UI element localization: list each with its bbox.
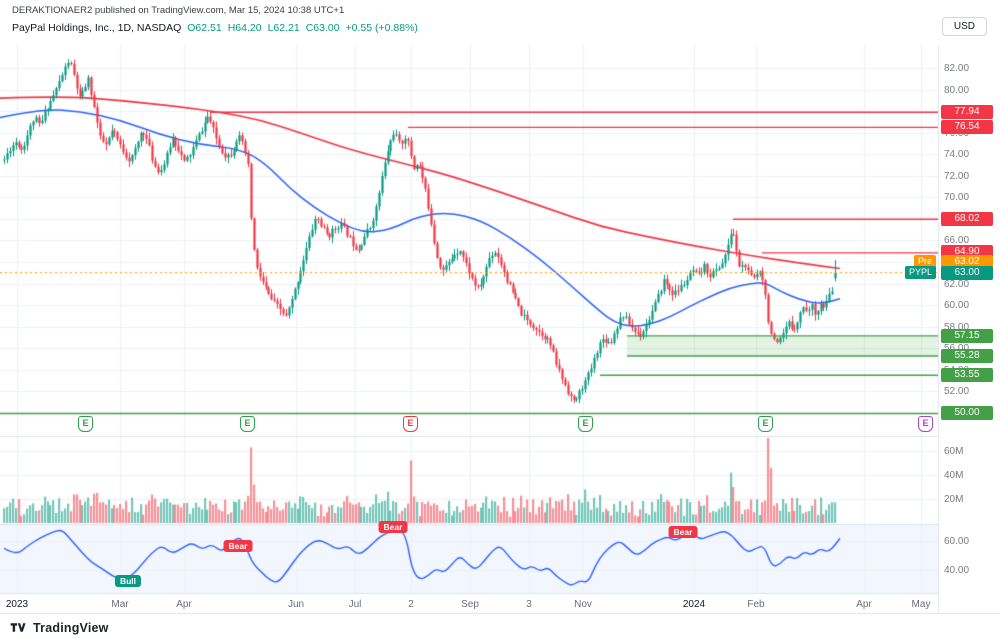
- symbol-title[interactable]: PayPal Holdings, Inc., 1D, NASDAQ: [12, 22, 182, 34]
- publish-attribution: DERAKTIONAER2 published on TradingView.c…: [12, 5, 345, 16]
- footer-bar: TradingView: [0, 615, 1000, 640]
- symbol-info-row: PayPal Holdings, Inc., 1D, NASDAQ O62.51…: [12, 22, 418, 34]
- ohlc-low: L62.21: [267, 22, 300, 34]
- tradingview-brand-text[interactable]: TradingView: [33, 620, 109, 635]
- ohlc-close: C63.00: [305, 22, 340, 34]
- ohlc-change: +0.55 (+0.88%): [345, 22, 418, 34]
- ohlc-high: H64.20: [227, 22, 262, 34]
- tradingview-logo-icon[interactable]: [10, 620, 27, 635]
- ohlc-open: O62.51: [187, 22, 222, 34]
- currency-toggle-button[interactable]: USD: [941, 17, 987, 36]
